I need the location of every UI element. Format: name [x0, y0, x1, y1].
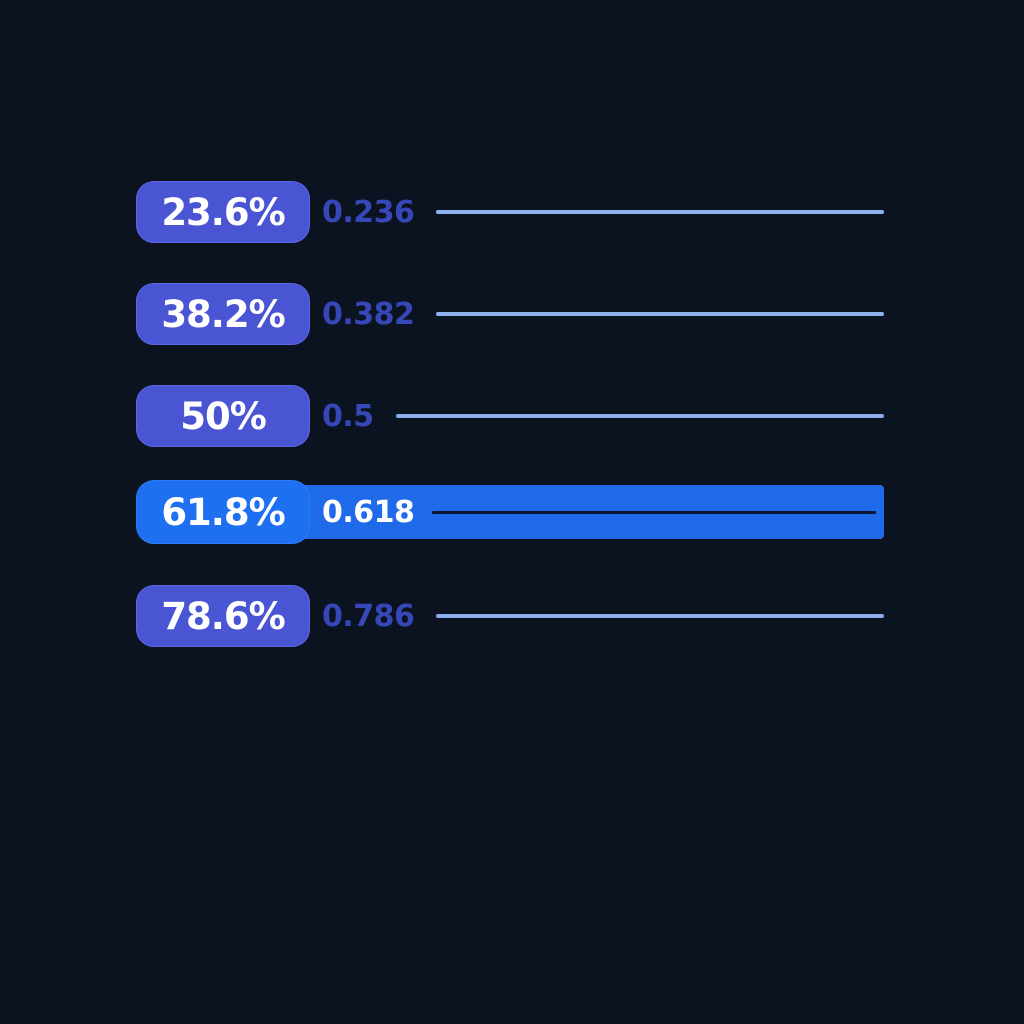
level-label: 61.8%: [136, 480, 310, 544]
level-label: 50%: [136, 385, 310, 447]
level-ratio: 0.618: [322, 494, 415, 530]
level-line: [436, 614, 884, 618]
level-ratio: 0.786: [322, 598, 415, 634]
fib-levels: 23.6% 0.236 38.2% 0.382 50% 0.5 61.8% 0.618 78.6…: [136, 181, 884, 687]
level-row: 61.8% 0.618: [136, 480, 884, 544]
level-row: 23.6% 0.236: [136, 181, 884, 243]
level-line: [436, 210, 884, 214]
level-line: [432, 510, 876, 514]
level-ratio: 0.382: [322, 296, 415, 332]
level-label: 38.2%: [136, 283, 310, 345]
level-ratio: 0.236: [322, 194, 415, 230]
level-ratio: 0.5: [322, 398, 374, 434]
level-label: 78.6%: [136, 585, 310, 647]
level-row: 50% 0.5: [136, 385, 884, 447]
level-row: 38.2% 0.382: [136, 283, 884, 345]
level-label: 23.6%: [136, 181, 310, 243]
level-line: [395, 414, 884, 418]
level-row: 78.6% 0.786: [136, 585, 884, 647]
level-line: [436, 312, 884, 316]
